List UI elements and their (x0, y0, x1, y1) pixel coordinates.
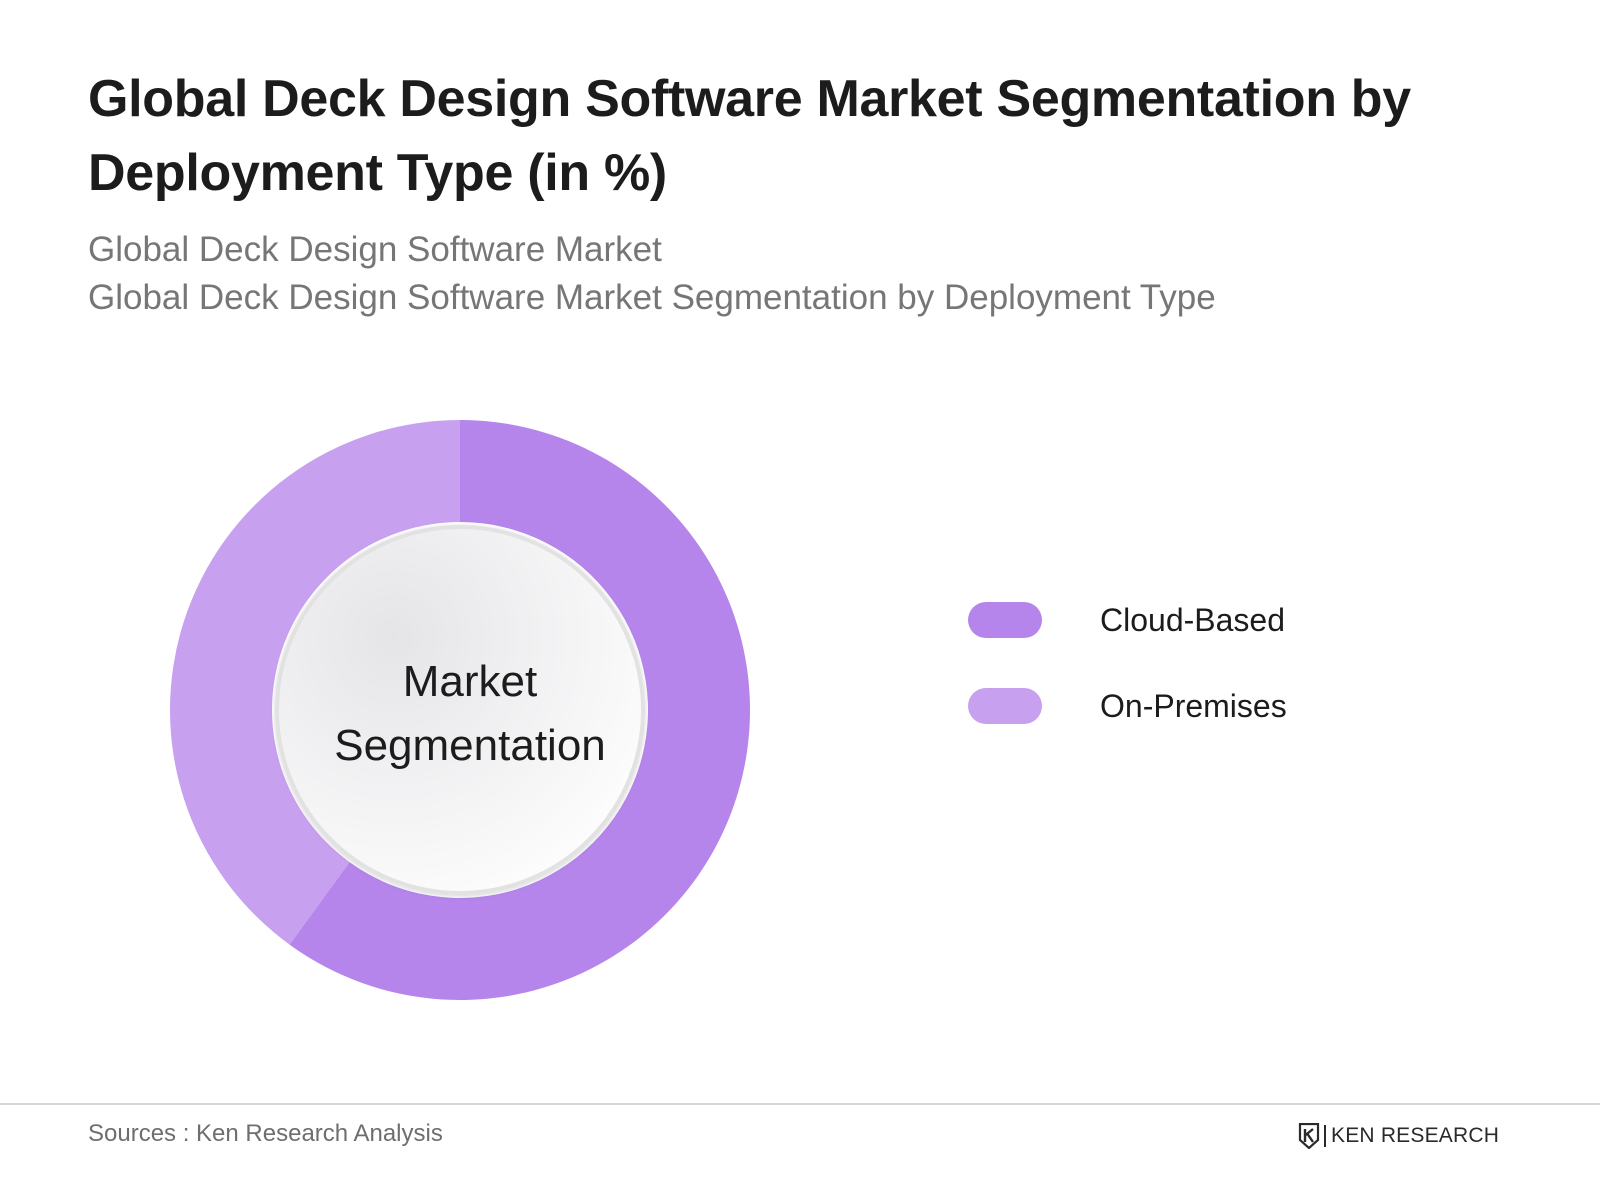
chart-subtitle-market: Global Deck Design Software Market (88, 230, 662, 269)
donut-center-label: Market Segmentation (290, 650, 650, 778)
donut-slice-on-premises (170, 420, 460, 945)
legend-swatch-on-premises (968, 688, 1042, 724)
center-label-line-2: Segmentation (334, 721, 606, 770)
ken-research-logo-separator (1324, 1125, 1326, 1147)
legend-label-cloud-based: Cloud-Based (1100, 602, 1285, 638)
ken-research-logo-text: KEN RESEARCH (1331, 1124, 1500, 1147)
donut-center-disc (275, 525, 645, 895)
legend-swatch-cloud-based (968, 602, 1042, 638)
chart-title: Global Deck Design Software Market Segme… (88, 70, 1411, 202)
donut-chart (170, 420, 750, 1001)
chart-legend: Cloud-Based On-Premises (968, 600, 1287, 772)
footer-divider (0, 1103, 1600, 1105)
legend-label-on-premises: On-Premises (1100, 688, 1287, 724)
legend-item-on-premises: On-Premises (968, 686, 1287, 772)
center-label-line-1: Market (402, 657, 538, 706)
donut-slice-cloud-based (289, 420, 750, 1001)
donut-slices (170, 420, 750, 1001)
chart-subtitle-segmentation: Global Deck Design Software Market Segme… (88, 278, 1216, 317)
ken-research-logo: KEN RESEARCH (1298, 1120, 1499, 1152)
ken-research-logo-icon (1298, 1123, 1320, 1149)
sources-note: Sources : Ken Research Analysis (88, 1120, 443, 1147)
legend-item-cloud-based: Cloud-Based (968, 600, 1287, 686)
